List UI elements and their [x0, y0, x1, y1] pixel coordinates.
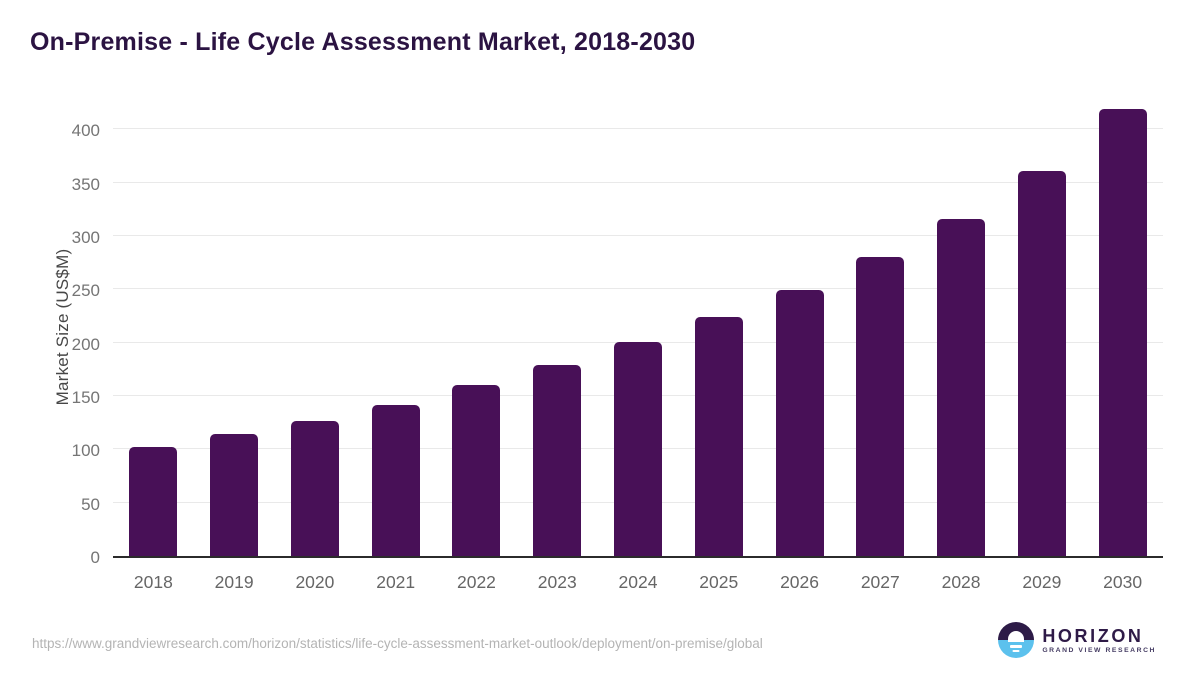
logo-subtitle: GRAND VIEW RESEARCH — [1042, 646, 1156, 654]
y-tick-label: 250 — [71, 281, 100, 301]
bar-2029 — [1017, 170, 1066, 556]
y-tick-label: 300 — [71, 227, 100, 247]
logo-name: HORIZON — [1042, 625, 1144, 646]
source-url: https://www.grandviewresearch.com/horizo… — [32, 636, 763, 651]
horizon-sun-icon — [998, 622, 1035, 658]
gridline — [113, 181, 1163, 183]
bar-2030 — [1098, 108, 1147, 556]
x-tick-label: 2020 — [295, 572, 335, 592]
bar-2018 — [129, 447, 178, 556]
x-tick-label: 2021 — [376, 572, 416, 592]
bar-2027 — [856, 257, 905, 556]
x-tick-label: 2023 — [537, 572, 577, 592]
gridline — [113, 288, 1163, 290]
x-tick-label: 2027 — [860, 572, 900, 592]
x-tick-label: 2025 — [699, 572, 739, 592]
gridline — [113, 128, 1163, 130]
y-tick-label: 400 — [71, 121, 100, 141]
y-axis-tick-labels: 0 50 100 150 200 250 300 350 400 — [30, 96, 100, 567]
bar-2019 — [210, 434, 259, 556]
bar-2023 — [533, 365, 582, 556]
x-tick-label: 2022 — [456, 572, 496, 592]
horizon-logo: HORIZON GRAND VIEW RESEARCH — [998, 622, 1156, 658]
y-tick-label: 100 — [71, 441, 100, 461]
chart-title: On-Premise - Life Cycle Assessment Marke… — [30, 28, 696, 56]
bar-chart-plot-area — [113, 96, 1163, 558]
x-tick-label: 2029 — [1022, 572, 1062, 592]
bar-2024 — [614, 341, 662, 556]
x-tick-label: 2026 — [780, 572, 819, 592]
bar-2020 — [290, 420, 339, 556]
x-tick-label: 2024 — [618, 572, 658, 592]
logo-text: HORIZON GRAND VIEW RESEARCH — [1042, 627, 1156, 654]
x-axis-tick-labels: 2018 2019 2020 2021 2022 2023 2024 2025 2026 2027… — [113, 572, 1163, 596]
bar-2028 — [937, 218, 986, 556]
x-tick-label: 2030 — [1103, 572, 1143, 592]
y-tick-label: 0 — [90, 548, 100, 567]
bar-2022 — [452, 385, 501, 556]
chart-footer: https://www.grandviewresearch.com/horizo… — [0, 614, 1200, 675]
y-tick-label: 50 — [81, 494, 100, 514]
x-tick-label: 2018 — [133, 572, 173, 592]
x-tick-label: 2028 — [941, 572, 981, 592]
bar-2026 — [775, 290, 824, 556]
y-tick-label: 350 — [71, 174, 100, 194]
y-tick-label: 200 — [71, 334, 100, 354]
bar-2025 — [694, 317, 743, 556]
y-tick-label: 150 — [71, 387, 100, 407]
x-tick-label: 2019 — [214, 572, 254, 592]
bar-2021 — [371, 404, 420, 556]
gridline — [113, 234, 1163, 236]
